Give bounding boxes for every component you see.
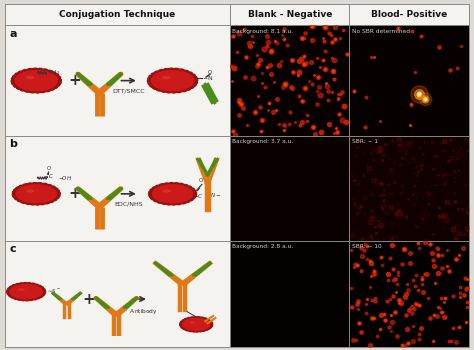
Polygon shape	[148, 183, 197, 205]
Ellipse shape	[15, 70, 58, 91]
Text: +: +	[68, 73, 81, 88]
Polygon shape	[180, 317, 213, 332]
Ellipse shape	[151, 70, 194, 91]
Bar	[96, 94, 102, 96]
Text: $\!\!-\!C$: $\!\!-\!C$	[44, 172, 54, 180]
Polygon shape	[12, 183, 60, 205]
Text: $\sim\!S^-$: $\sim\!S^-$	[46, 287, 61, 295]
Text: Blood- Positive: Blood- Positive	[371, 10, 447, 19]
Text: Conjugation Technique: Conjugation Technique	[59, 10, 175, 19]
Ellipse shape	[26, 190, 35, 193]
Ellipse shape	[163, 190, 171, 193]
Text: Background: 8.1 a.u.: Background: 8.1 a.u.	[232, 29, 293, 34]
Text: O: O	[199, 178, 203, 183]
Text: 2$^\circ$ Antibody: 2$^\circ$ Antibody	[120, 307, 158, 317]
Text: NH$_2$: NH$_2$	[47, 68, 60, 77]
Ellipse shape	[9, 284, 43, 300]
Ellipse shape	[162, 76, 171, 79]
Text: Background: 3.7 a.u.: Background: 3.7 a.u.	[232, 139, 294, 144]
Ellipse shape	[16, 184, 57, 204]
Text: +: +	[68, 186, 81, 201]
Polygon shape	[11, 68, 62, 93]
Text: c: c	[9, 244, 16, 254]
Ellipse shape	[189, 322, 195, 323]
Text: $-N-$: $-N-$	[206, 191, 222, 199]
Text: $-\!OH$: $-\!OH$	[58, 174, 72, 182]
Ellipse shape	[26, 76, 35, 79]
Ellipse shape	[18, 288, 25, 290]
Text: O: O	[46, 166, 51, 171]
Ellipse shape	[152, 184, 193, 204]
Ellipse shape	[182, 318, 210, 331]
Polygon shape	[7, 282, 46, 301]
Text: Background: 2.8 a.u.: Background: 2.8 a.u.	[232, 244, 294, 249]
Text: EDC/NHS: EDC/NHS	[114, 202, 143, 207]
Text: SBR: ~ 10: SBR: ~ 10	[352, 244, 382, 249]
Text: $-$N: $-$N	[202, 75, 213, 82]
Text: SBR: ~ 1: SBR: ~ 1	[352, 139, 378, 144]
Polygon shape	[147, 68, 198, 93]
Text: a: a	[9, 29, 17, 38]
Text: +: +	[83, 292, 96, 307]
Text: Blank - Negative: Blank - Negative	[247, 10, 332, 19]
Text: b: b	[9, 139, 17, 149]
Text: No SBR determined: No SBR determined	[352, 29, 410, 34]
Text: $-C$: $-C$	[193, 192, 204, 200]
Text: DTT/SMCC: DTT/SMCC	[112, 89, 145, 94]
Text: O: O	[208, 70, 212, 75]
